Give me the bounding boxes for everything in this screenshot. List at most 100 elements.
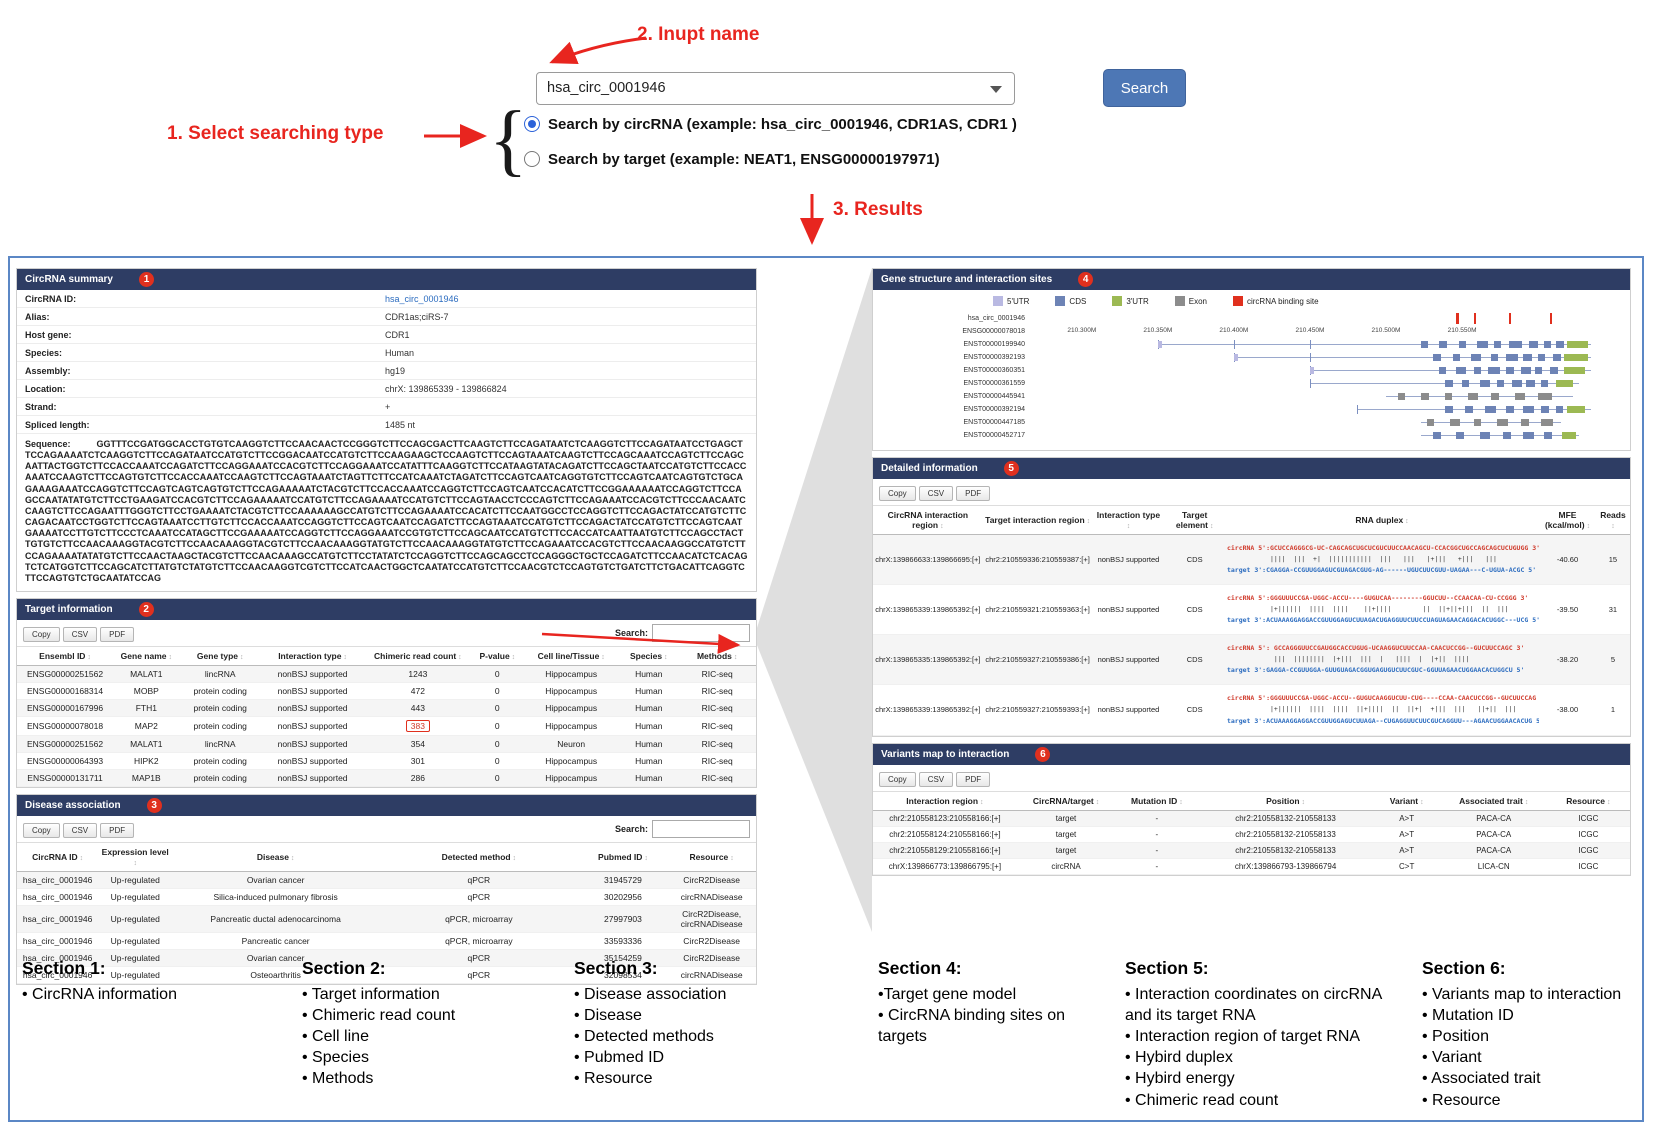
table-row[interactable]: ENSG00000131711 MAP1B protein coding nonBSJ… <box>17 769 756 788</box>
column-header[interactable]: Variant <box>1372 790 1441 811</box>
table-link-cell[interactable]: 30202956 <box>578 888 668 907</box>
column-header[interactable]: Resource <box>1546 790 1630 811</box>
column-header[interactable]: Interaction type <box>260 646 365 667</box>
circrna-binding-site-mark <box>1473 313 1477 324</box>
radio-search-by-target[interactable]: Search by target (example: NEAT1, ENSG00… <box>524 147 1017 171</box>
target-table-search-input[interactable] <box>652 624 750 643</box>
csv-button[interactable]: CSV <box>62 823 98 839</box>
table-row[interactable]: ENSG00000064393 HIPK2 protein coding nonBSJ… <box>17 752 756 771</box>
table-row[interactable]: chr2:210558123:210558166:[+] target - chr2:… <box>873 810 1630 827</box>
gene-legend: 5'UTR CDS 3'UTR Exon circRNA binding site <box>873 290 1630 310</box>
search-combobox[interactable]: hsa_circ_0001946 <box>536 72 1015 105</box>
table-row[interactable]: ENSG00000167996 FTH1 protein coding nonBSJ … <box>17 699 756 718</box>
table-link-cell[interactable]: 33593336 <box>578 932 668 951</box>
column-header[interactable]: P-value <box>471 646 524 667</box>
copy-button[interactable]: Copy <box>879 771 916 787</box>
column-header[interactable]: Resource <box>667 842 756 873</box>
axis-tick-label: 210.450M <box>1295 327 1325 334</box>
table-row[interactable]: hsa_circ_0001946 Up-regulated Ovarian canc… <box>17 949 756 968</box>
summary-row: CircRNA ID: hsa_circ_0001946 <box>17 290 756 308</box>
table-link-cell[interactable]: ENSG00000251562 <box>17 665 114 684</box>
pdf-button[interactable]: PDF <box>956 486 991 501</box>
column-header[interactable]: Gene name <box>113 646 180 667</box>
table-cell: ICGC <box>1546 858 1630 875</box>
csv-button[interactable]: CSV <box>62 627 98 643</box>
column-header[interactable]: CircRNA ID <box>17 842 99 873</box>
table-row[interactable]: hsa_circ_0001946 Up-regulated Pancreatic d… <box>17 905 756 934</box>
table-row[interactable]: chrX:139865339:139865392:[+] chr2:2105593… <box>873 684 1630 736</box>
column-header[interactable]: MFE (kcal/mol) <box>1539 505 1596 535</box>
column-header[interactable]: Disease <box>172 842 380 873</box>
table-link-cell[interactable]: 32098534 <box>578 966 668 985</box>
table-row[interactable]: ENSG00000078018 MAP2 protein coding nonBSJ … <box>17 716 756 737</box>
chevron-down-icon[interactable] <box>990 86 1002 93</box>
radio-unselected-icon[interactable] <box>524 151 540 167</box>
pdf-button[interactable]: PDF <box>956 771 991 787</box>
column-header[interactable]: Detected method <box>379 842 579 873</box>
copy-button[interactable]: Copy <box>879 486 916 501</box>
column-header[interactable]: Pubmed ID <box>578 842 668 873</box>
radio-selected-icon[interactable] <box>524 116 540 132</box>
column-header[interactable]: CircRNA interaction region <box>873 505 983 535</box>
table-row[interactable]: ENSG00000251562 MALAT1 lincRNA nonBSJ suppo… <box>17 665 756 684</box>
column-header[interactable]: Mutation ID <box>1115 790 1199 811</box>
radio-search-by-circrna[interactable]: Search by circRNA (example: hsa_circ_000… <box>524 112 1017 136</box>
table-link-cell[interactable]: 27997903 <box>578 905 668 934</box>
table-link-cell[interactable]: ENSG00000078018 <box>17 716 114 737</box>
table-row[interactable]: hsa_circ_0001946 Up-regulated Silica-induc… <box>17 888 756 907</box>
table-row[interactable]: chr2:210558129:210558166:[+] target - chr2:… <box>873 842 1630 859</box>
table-cell: chrX:139865339:139865392:[+] <box>873 684 983 736</box>
column-header[interactable]: Chimeric read count <box>364 646 472 667</box>
column-header[interactable]: Associated trait <box>1440 790 1547 811</box>
column-header[interactable]: Methods <box>678 646 756 667</box>
column-header[interactable]: Interaction type <box>1092 505 1165 535</box>
column-header[interactable]: Expression level <box>98 842 173 873</box>
table-row[interactable]: ENSG00000251562 MALAT1 lincRNA nonBSJ suppo… <box>17 735 756 754</box>
search-input-value[interactable]: hsa_circ_0001946 <box>547 80 666 96</box>
column-header[interactable]: Position <box>1198 790 1373 811</box>
csv-button[interactable]: CSV <box>918 771 954 787</box>
disease-table-search-input[interactable] <box>652 820 750 839</box>
table-row[interactable]: chrX:139866633:139866695:[+] chr2:2105593… <box>873 534 1630 586</box>
copy-button[interactable]: Copy <box>23 627 60 643</box>
column-header[interactable]: Interaction region <box>873 790 1017 811</box>
copy-button[interactable]: Copy <box>23 823 60 839</box>
column-header[interactable]: Target interaction region <box>982 505 1093 535</box>
table-cell: hsa_circ_0001946 <box>17 932 99 951</box>
table-row[interactable]: chrX:139865339:139865392:[+] chr2:2105593… <box>873 584 1630 636</box>
column-header[interactable]: RNA duplex <box>1224 505 1540 535</box>
pdf-button[interactable]: PDF <box>100 823 135 839</box>
column-header[interactable]: Cell line/Tissue <box>523 646 620 667</box>
column-header[interactable]: CircRNA/target <box>1016 790 1116 811</box>
table-link-cell[interactable]: 31945729 <box>578 871 668 890</box>
search-button[interactable]: Search <box>1103 69 1186 107</box>
table-link-cell[interactable]: ENSG00000131711 <box>17 769 114 788</box>
table-link-cell[interactable]: ENSG00000168314 <box>17 682 114 701</box>
table-link-cell[interactable]: ENSG00000064393 <box>17 752 114 771</box>
table-link-cell[interactable]: ENSG00000167996 <box>17 699 114 718</box>
pdf-button[interactable]: PDF <box>100 627 135 643</box>
column-header[interactable]: Gene type <box>179 646 261 667</box>
csv-button[interactable]: CSV <box>918 486 954 501</box>
table-row[interactable]: chrX:139865335:139865392:[+] chr2:2105593… <box>873 634 1630 686</box>
sequence-block: Sequence: GGTTTCCGATGGCACCTGTGTCAAGGTCTTC… <box>17 434 756 591</box>
column-header[interactable]: Species <box>619 646 679 667</box>
circrna-id-link[interactable]: hsa_circ_0001946 <box>385 293 459 304</box>
summary-value: Human <box>385 347 415 358</box>
column-header[interactable]: Ensembl ID <box>17 646 114 667</box>
table-row[interactable]: chr2:210558124:210558166:[+] target - chr2:… <box>873 826 1630 843</box>
summary-value: CDR1as;ciRS-7 <box>385 311 449 322</box>
table-row[interactable]: ENSG00000168314 MOBP protein coding nonBSJ … <box>17 682 756 701</box>
gene-track: hsa_circ_0001946 <box>877 312 1620 325</box>
table-cell: circRNA <box>1016 858 1116 875</box>
table-row[interactable]: chrX:139866773:139866795:[+] circRNA - chrX… <box>873 858 1630 875</box>
column-header[interactable]: Target element <box>1164 505 1225 535</box>
table-row[interactable]: hsa_circ_0001946 Up-regulated Pancreatic c… <box>17 932 756 951</box>
table-link-cell[interactable]: 35154259 <box>578 949 668 968</box>
column-header[interactable]: Reads <box>1595 505 1630 535</box>
table-link-cell[interactable]: ENSG00000251562 <box>17 735 114 754</box>
table-row[interactable]: hsa_circ_0001946 Up-regulated Osteoarthrit… <box>17 966 756 985</box>
table-row[interactable]: hsa_circ_0001946 Up-regulated Ovarian canc… <box>17 871 756 890</box>
table-cell: Up-regulated <box>98 966 173 985</box>
badge-3: 3 <box>146 798 162 814</box>
